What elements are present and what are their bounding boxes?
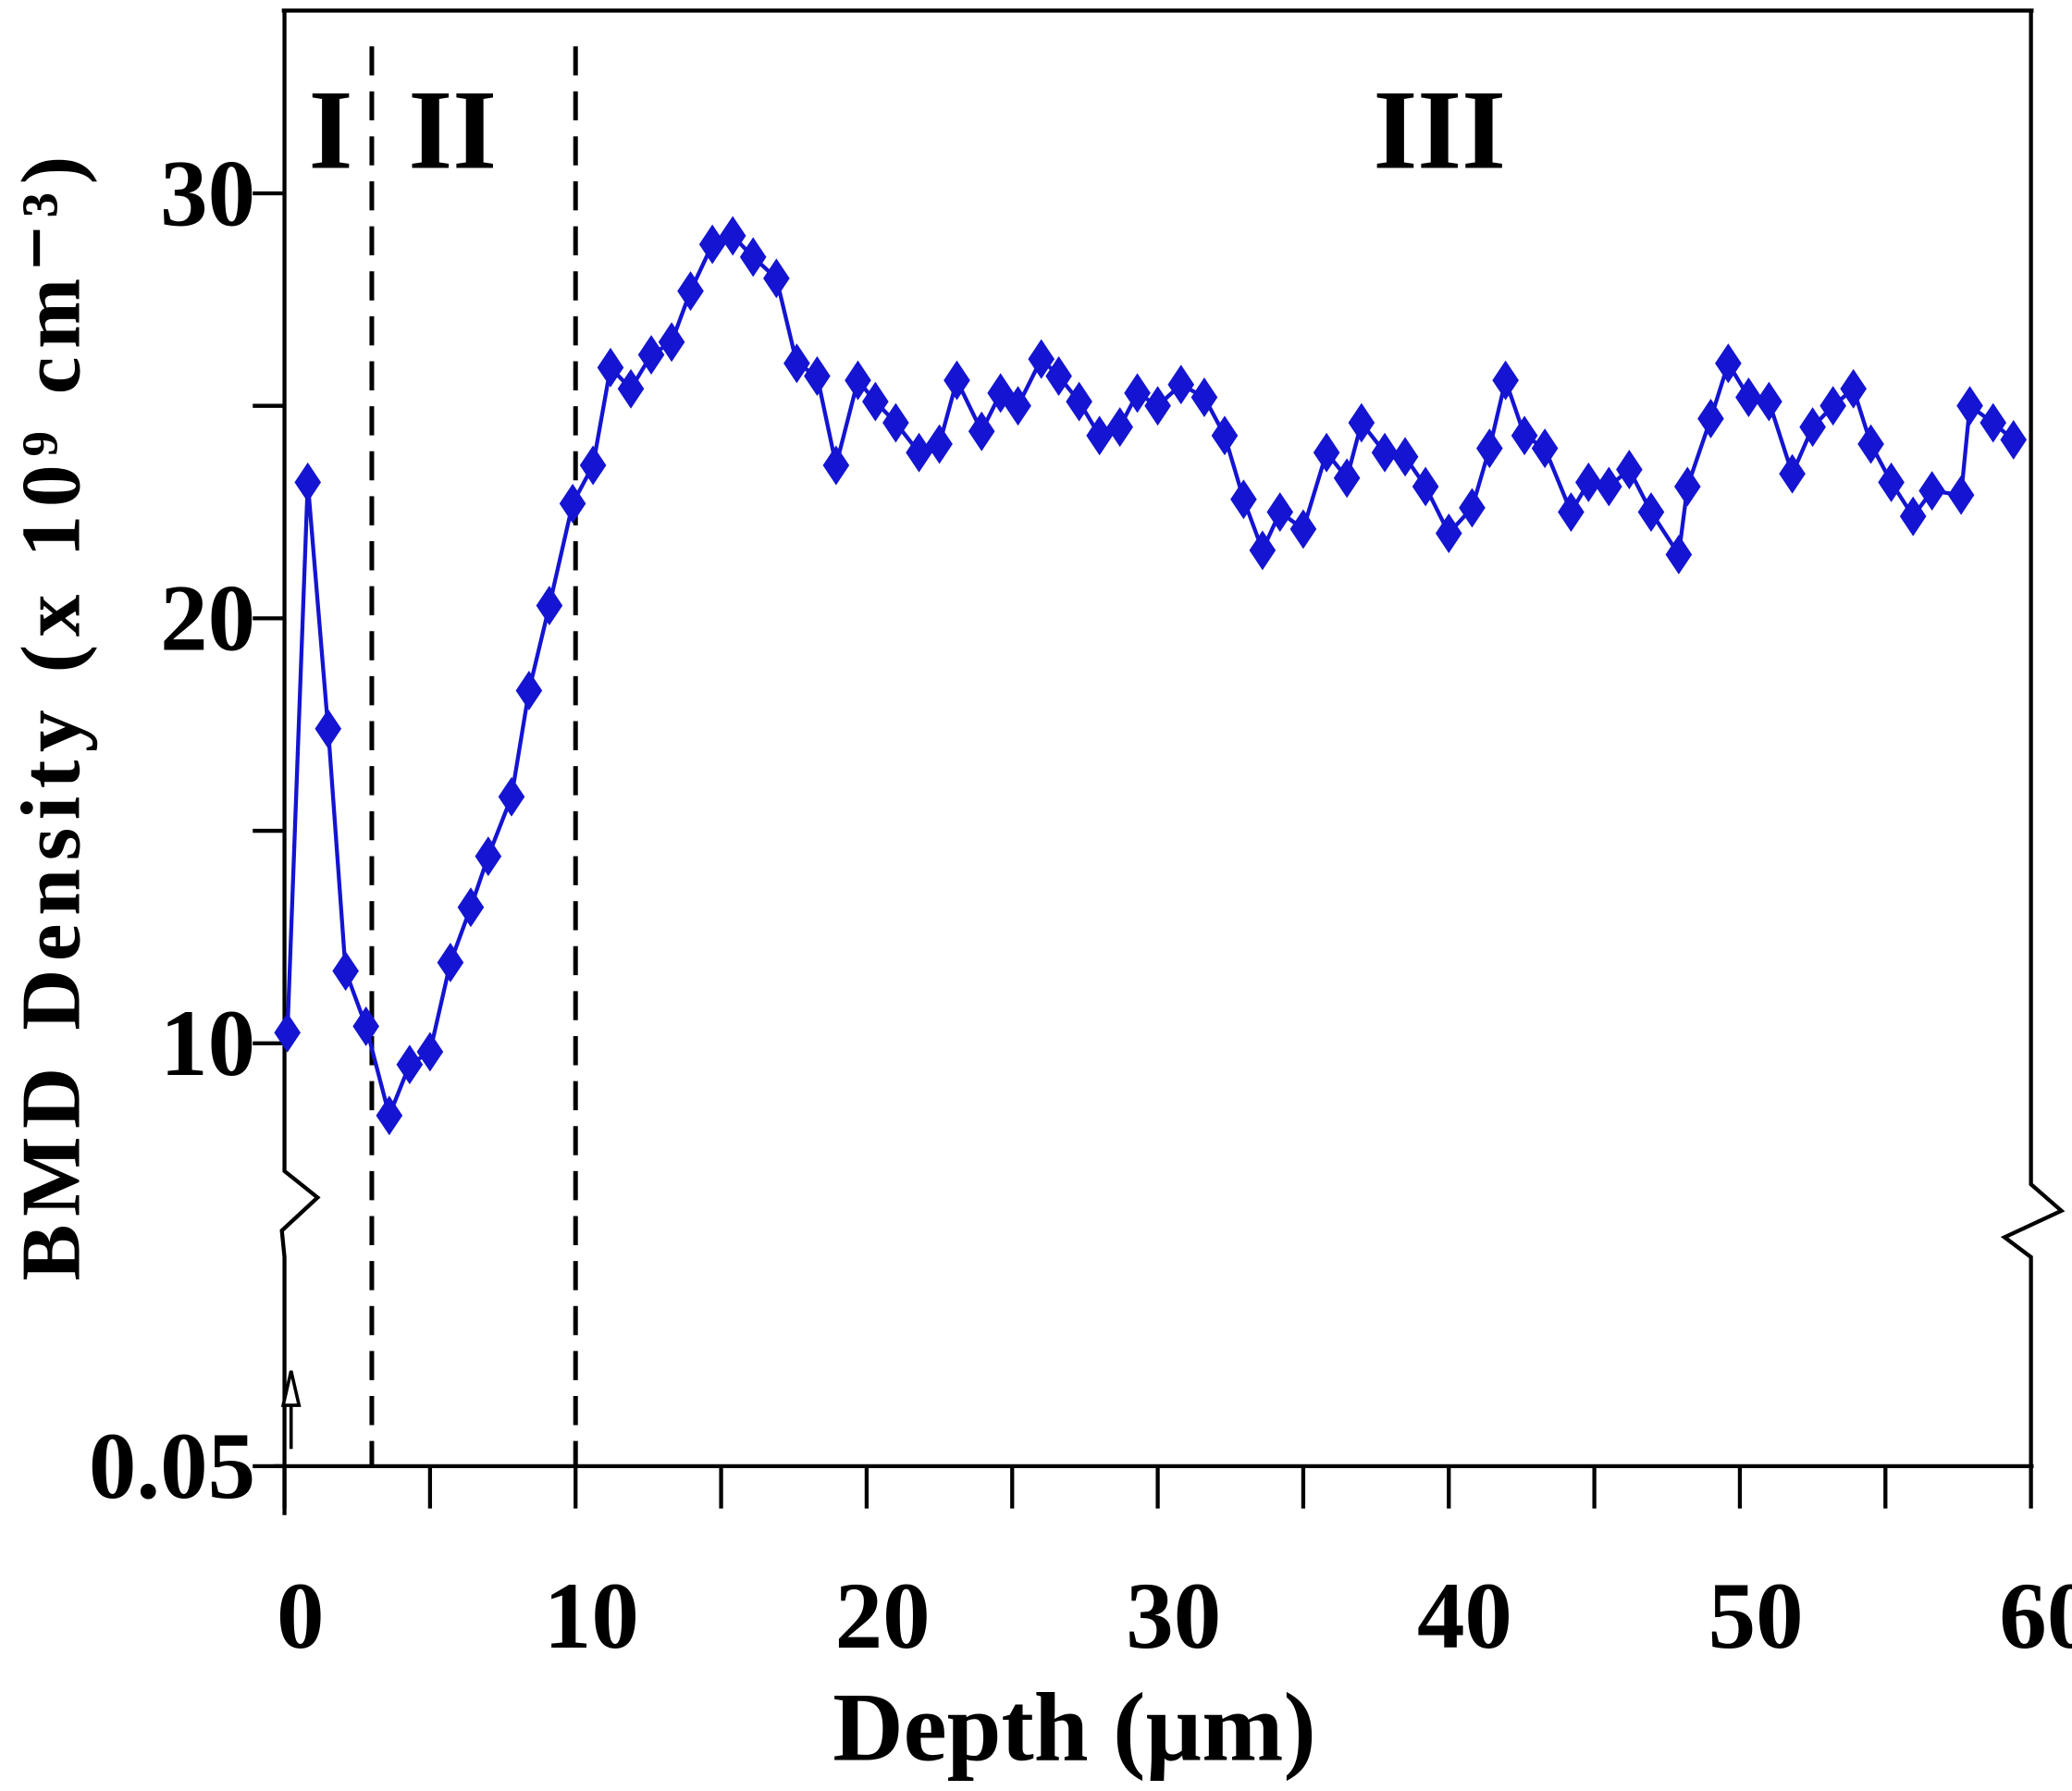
data-point: [1333, 458, 1361, 499]
data-point: [536, 586, 563, 626]
data-point: [294, 462, 322, 502]
y-tick-label: 30: [160, 141, 255, 246]
data-point: [475, 836, 502, 877]
data-point: [804, 356, 831, 396]
data-point: [1735, 377, 1762, 417]
data-point: [437, 943, 464, 982]
data-point: [1371, 432, 1399, 473]
data-point: [739, 237, 767, 278]
data-point: [597, 347, 624, 388]
data-point: [1190, 377, 1218, 417]
data-point: [1289, 509, 1317, 550]
data-point: [1980, 402, 2007, 443]
data-point: [1230, 479, 1257, 520]
data-point: [845, 360, 871, 401]
data-point: [1211, 415, 1239, 456]
data-point: [926, 424, 953, 464]
data-point: [719, 216, 746, 256]
data-point: [1674, 466, 1701, 507]
y-tick-label: 0.05: [89, 1414, 255, 1519]
data-point: [1028, 339, 1055, 379]
y-tick-label: 10: [160, 991, 255, 1096]
data-point: [968, 411, 995, 451]
data-point: [1799, 407, 1826, 448]
x-tick-label: 0: [277, 1563, 324, 1669]
region-label: II: [408, 67, 497, 193]
data-point: [763, 258, 790, 299]
data-point: [1899, 496, 1927, 537]
x-tick-label: 30: [1126, 1563, 1221, 1669]
data-line: [285, 233, 2016, 1122]
data-point: [332, 951, 359, 992]
data-point: [677, 271, 704, 312]
data-point: [783, 343, 810, 384]
data-point: [698, 224, 726, 265]
data-point: [1459, 488, 1486, 528]
x-tick-label: 60: [1999, 1563, 2072, 1669]
data-point: [1086, 415, 1113, 456]
arrow-head: [280, 1370, 302, 1407]
data-point: [376, 1095, 403, 1136]
data-point: [274, 1012, 302, 1053]
right-axis: [2000, 10, 2066, 1466]
data-point: [1665, 535, 1693, 574]
data-point: [1106, 407, 1133, 448]
data-point: [1476, 428, 1503, 469]
data-point: [559, 483, 586, 524]
x-tick-label: 10: [544, 1563, 639, 1669]
left-axis: [279, 10, 321, 1466]
data-point: [1435, 513, 1462, 553]
data-point: [862, 381, 889, 422]
data-point: [2000, 419, 2028, 460]
y-tick-label: 20: [160, 566, 255, 672]
region-label: III: [1373, 67, 1506, 193]
data-point: [515, 671, 543, 710]
data-point: [579, 445, 607, 486]
data-point: [1857, 424, 1884, 464]
data-point: [1124, 373, 1151, 414]
data-point: [498, 776, 525, 817]
data-point: [1697, 398, 1724, 438]
data-point: [1005, 386, 1031, 426]
data-point: [1531, 428, 1559, 469]
data-point: [1575, 462, 1602, 502]
data-point: [1819, 386, 1846, 426]
data-point: [1715, 343, 1742, 384]
data-point: [617, 368, 645, 409]
data-point: [1313, 432, 1340, 473]
data-point: [1492, 360, 1519, 401]
data-point: [1066, 381, 1092, 422]
data-point: [457, 887, 485, 928]
data-point: [906, 432, 932, 473]
data-point: [314, 709, 342, 749]
region-label: I: [309, 67, 353, 193]
data-point: [822, 445, 850, 486]
data-point: [1045, 356, 1072, 396]
x-tick-label: 40: [1417, 1563, 1512, 1669]
data-point: [1918, 471, 1945, 512]
data-point: [1348, 402, 1375, 443]
data-point: [1840, 368, 1867, 409]
data-point: [1779, 453, 1806, 494]
frame: [274, 8, 2066, 1515]
y-axis-label: BMD Density (x 10⁹ cm⁻³): [3, 148, 97, 1280]
x-axis-label: Depth (µm): [832, 1673, 1315, 1781]
data-point: [944, 360, 970, 401]
data-point: [1956, 386, 1983, 426]
data-point: [1947, 475, 1975, 515]
data-point: [1266, 492, 1294, 532]
data-point: [1144, 386, 1171, 426]
data-point: [1249, 530, 1276, 571]
data-point: [1167, 364, 1195, 405]
data-point: [396, 1044, 424, 1085]
x-tick-label: 50: [1708, 1563, 1804, 1669]
data-point: [1756, 381, 1782, 422]
data-point: [882, 402, 909, 443]
x-tick-label: 20: [835, 1563, 931, 1669]
data-point: [352, 1006, 379, 1046]
data-point: [1878, 462, 1905, 502]
data-point: [1511, 415, 1538, 456]
